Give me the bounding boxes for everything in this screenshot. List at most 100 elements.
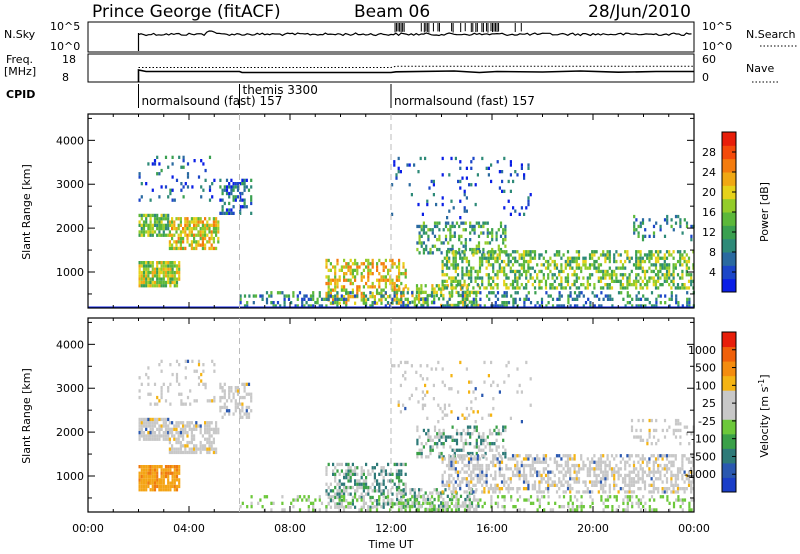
range-cell [223, 201, 226, 206]
range-cell [175, 424, 178, 428]
range-cell [225, 399, 229, 403]
range-cell [402, 462, 405, 467]
range-cell [639, 438, 642, 442]
range-cell [464, 247, 467, 252]
range-cell [474, 483, 477, 487]
range-cell [327, 485, 330, 490]
range-cell [518, 297, 522, 301]
range-cell [474, 269, 477, 274]
range-cell [613, 253, 616, 257]
range-cell [147, 465, 150, 469]
power-heatmap [88, 155, 695, 309]
colorbar-swatch [722, 361, 736, 377]
range-cell [413, 488, 416, 492]
range-cell [213, 369, 216, 373]
range-cell [639, 435, 642, 439]
range-cell [334, 275, 337, 279]
range-cell [193, 424, 196, 428]
range-cell [659, 250, 662, 254]
range-cell [325, 265, 328, 269]
range-cell [685, 273, 688, 277]
range-cell [445, 266, 449, 270]
range-cell [272, 301, 275, 305]
range-cell [389, 281, 392, 286]
range-cell [232, 182, 235, 186]
range-cell [404, 284, 407, 288]
range-cell [175, 284, 179, 288]
range-cell [588, 467, 592, 471]
range-cell [169, 468, 172, 472]
range-cell [201, 444, 204, 448]
range-cell [560, 483, 563, 487]
range-cell [270, 294, 273, 298]
range-cell [494, 301, 497, 305]
range-cell [540, 490, 543, 494]
range-cell [461, 269, 464, 274]
range-cell [666, 221, 669, 225]
range-cell [239, 301, 242, 305]
range-cell [391, 297, 394, 301]
range-cell [514, 463, 517, 468]
range-cell [657, 477, 660, 481]
range-cell [659, 473, 662, 478]
range-cell [443, 457, 446, 461]
range-cell [402, 403, 405, 407]
range-cell [409, 488, 412, 492]
range-cell [489, 253, 493, 257]
range-cell [547, 501, 550, 505]
range-cell [186, 395, 190, 400]
range-cell [451, 247, 454, 252]
range-cell [195, 246, 198, 251]
range-cell [531, 457, 534, 461]
range-cell [142, 270, 146, 275]
range-cell [560, 470, 563, 474]
range-cell [679, 276, 682, 280]
range-cell [512, 206, 515, 210]
range-cell [338, 268, 341, 272]
range-cell [486, 442, 489, 446]
range-cell [427, 251, 430, 255]
range-cell [475, 507, 478, 512]
range-cell [458, 432, 461, 436]
range-cell [325, 275, 328, 279]
range-cell [610, 273, 614, 277]
range-cell [573, 291, 577, 295]
range-cell [529, 259, 532, 264]
range-cell [228, 412, 231, 416]
range-cell [485, 480, 488, 484]
range-cell [443, 406, 446, 411]
range-cell [661, 487, 664, 491]
range-cell [158, 217, 161, 221]
range-cell [688, 505, 691, 509]
range-cell [475, 244, 478, 248]
range-cell [468, 290, 471, 294]
range-cell [514, 259, 517, 264]
range-cell [547, 266, 550, 270]
range-cell [153, 159, 157, 163]
range-cell [576, 297, 579, 301]
range-cell [197, 363, 201, 367]
range-cell [151, 274, 154, 278]
range-cell [663, 276, 666, 280]
range-cell [582, 463, 585, 468]
range-cell [560, 269, 563, 274]
range-cell [160, 474, 163, 479]
range-cell [482, 432, 485, 436]
range-cell [393, 291, 396, 295]
range-cell [624, 467, 627, 471]
range-cell [577, 480, 581, 484]
range-cell [485, 470, 488, 474]
range-cell [440, 501, 443, 505]
range-cell [215, 230, 218, 234]
range-cell [652, 276, 655, 280]
range-cell [208, 431, 211, 435]
range-cell [687, 473, 691, 478]
range-cell [604, 470, 607, 474]
range-cell [177, 424, 180, 428]
range-cell [514, 454, 517, 458]
range-cell [604, 480, 607, 484]
range-cell [158, 274, 161, 278]
range-cell [626, 498, 629, 502]
range-cell [365, 258, 368, 263]
range-cell [316, 297, 319, 301]
